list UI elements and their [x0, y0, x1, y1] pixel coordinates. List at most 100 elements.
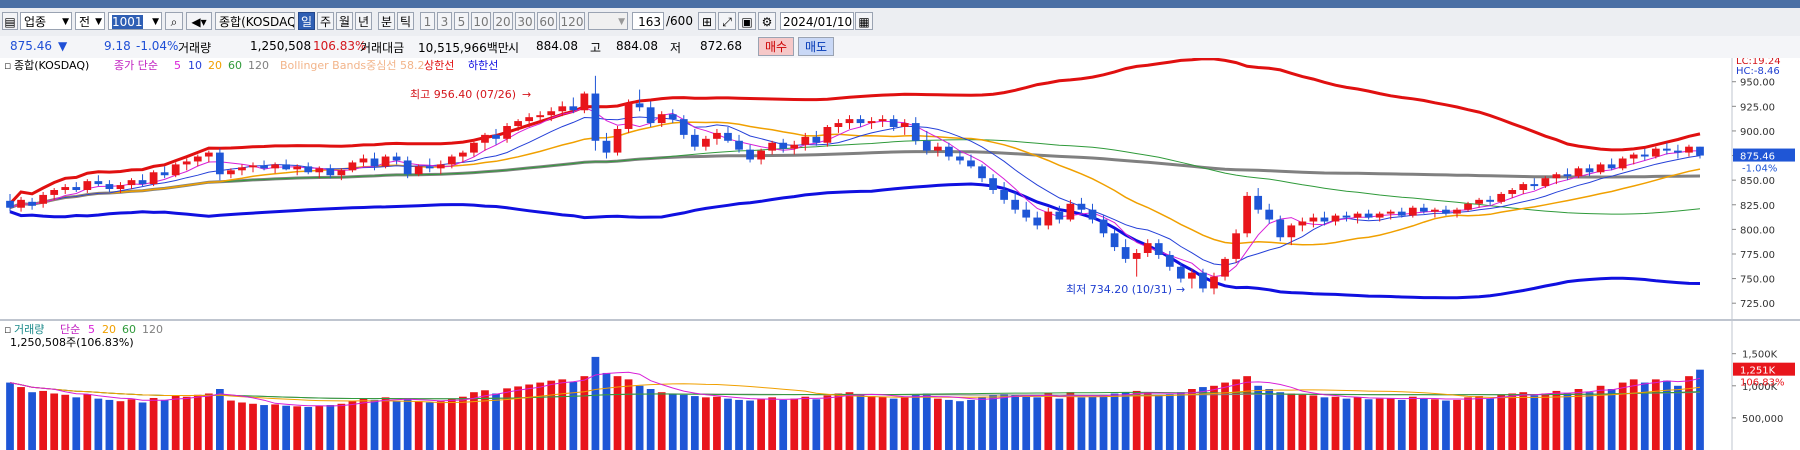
candle-body	[801, 136, 810, 145]
period-tab-tick[interactable]: 틱	[397, 12, 414, 30]
volume-bar	[1397, 399, 1406, 450]
volume-bar	[1674, 385, 1682, 450]
volume-bar	[889, 398, 898, 450]
minute-option-60[interactable]: 60	[537, 12, 557, 30]
custom-period-select[interactable]: ▼	[588, 12, 628, 30]
volume-bar	[326, 405, 335, 450]
sound-icon[interactable]: ◀▾	[186, 12, 212, 30]
period-select-label: 전	[79, 15, 91, 29]
candle-body	[1033, 217, 1042, 226]
high-value: 884.08	[616, 39, 658, 53]
period-tab-week[interactable]: 주	[317, 12, 334, 30]
candle-body	[602, 140, 611, 153]
period-tab-minute[interactable]: 분	[378, 12, 395, 30]
volume-bar	[1431, 399, 1439, 450]
volume-bar	[1563, 393, 1572, 450]
minute-option-5[interactable]: 5	[454, 12, 469, 30]
minute-option-20[interactable]: 20	[493, 12, 513, 30]
volume-bar	[204, 393, 213, 450]
bollinger-upper-line	[8, 58, 1701, 205]
market-select[interactable]: 업종 ▼	[20, 12, 72, 30]
volume-bar	[1541, 393, 1550, 450]
period-tab-year[interactable]: 년	[355, 12, 372, 30]
candle-body	[1364, 213, 1373, 218]
candle-body	[1530, 184, 1539, 187]
buy-button[interactable]: 매수	[758, 37, 795, 56]
candle-body	[381, 156, 390, 167]
candle-body	[900, 123, 909, 127]
candle-body	[668, 114, 677, 120]
quote-bar: 875.46 ▼ 9.18 -1.04% 거래량 1,250,508 106.8…	[0, 36, 1800, 59]
count-input[interactable]: 163	[632, 12, 664, 30]
volume-bar	[381, 397, 390, 450]
volume-bar	[216, 389, 224, 450]
current-pct-label: -1.04%	[1742, 164, 1777, 175]
volume-legend-ma20: 20	[102, 323, 116, 336]
volume-bar	[238, 402, 246, 450]
save-icon[interactable]: ▣	[738, 12, 756, 30]
volume-bar	[1585, 392, 1594, 450]
chevron-down-icon: ▼	[152, 17, 159, 27]
window-menu-icon[interactable]: ▤	[2, 12, 18, 30]
minute-option-120[interactable]: 120	[559, 12, 585, 30]
chart-layout-icon[interactable]: ⊞	[698, 12, 716, 30]
period-select[interactable]: 전 ▼	[75, 12, 105, 30]
candle-body	[193, 156, 202, 162]
price-change: 9.18	[104, 39, 131, 53]
search-icon[interactable]: ⌕	[165, 12, 183, 30]
minute-option-10[interactable]: 10	[471, 12, 491, 30]
candle-body	[1541, 178, 1550, 187]
volume-bar	[945, 399, 953, 450]
volume-bar	[425, 402, 434, 450]
date-input[interactable]: 2024/01/10	[780, 12, 854, 30]
volume-bar	[94, 398, 103, 450]
volume-bar	[271, 404, 279, 450]
minute-option-1[interactable]: 1	[420, 12, 435, 30]
volume-bar	[392, 401, 401, 450]
volume-bar	[823, 395, 832, 450]
candle-body	[1640, 154, 1649, 157]
legend-marker: ▫	[4, 59, 11, 72]
calendar-icon[interactable]: ▦	[855, 12, 873, 30]
minute-option-3[interactable]: 3	[437, 12, 452, 30]
current-price-marker	[1733, 148, 1795, 162]
low-label: 저	[670, 41, 682, 55]
candle-body	[646, 107, 655, 124]
amount-label: 거래대금	[360, 41, 405, 55]
period-tab-day[interactable]: 일	[298, 12, 315, 30]
volume-bar	[580, 376, 589, 450]
volume-bar	[1386, 397, 1395, 450]
volume-bar	[1685, 376, 1693, 450]
candle-body	[1607, 164, 1616, 169]
volume-bar	[690, 396, 699, 450]
candle-body	[436, 164, 445, 169]
legend-bb-upper: 상한선	[424, 59, 454, 72]
volume-bar	[293, 406, 302, 450]
candle-body	[1022, 209, 1031, 218]
period-tab-month[interactable]: 월	[336, 12, 353, 30]
candle-body	[812, 136, 821, 143]
price-tick-label: 900.00	[1740, 127, 1775, 138]
candle-body	[1419, 207, 1428, 212]
candle-body	[1066, 203, 1075, 220]
candle-body	[414, 166, 423, 175]
ma5-line	[9, 106, 1701, 278]
candle-body	[1276, 219, 1285, 238]
price-chart[interactable]: ▫ 종합(KOSDAQ) 종가 단순 5 10 20 60 120 Bollin…	[0, 58, 1800, 450]
candle-body	[304, 166, 313, 173]
code-input[interactable]: 1001 ▼	[108, 12, 162, 30]
volume-bar	[900, 397, 909, 450]
candle-body	[1486, 199, 1494, 202]
candle-body	[922, 140, 931, 151]
volume-bar	[558, 379, 567, 450]
gear-icon[interactable]: ⚙	[758, 12, 776, 30]
legend-ma5: 5	[174, 59, 181, 72]
volume-legend-ma120: 120	[142, 323, 163, 336]
arrow-right-icon: →	[522, 88, 531, 101]
sell-button[interactable]: 매도	[798, 37, 835, 56]
candle-body	[746, 149, 754, 160]
volume-bar	[403, 398, 412, 450]
candle-body	[105, 184, 114, 190]
minute-option-30[interactable]: 30	[515, 12, 535, 30]
zoom-icon[interactable]: ⤢	[718, 12, 736, 30]
